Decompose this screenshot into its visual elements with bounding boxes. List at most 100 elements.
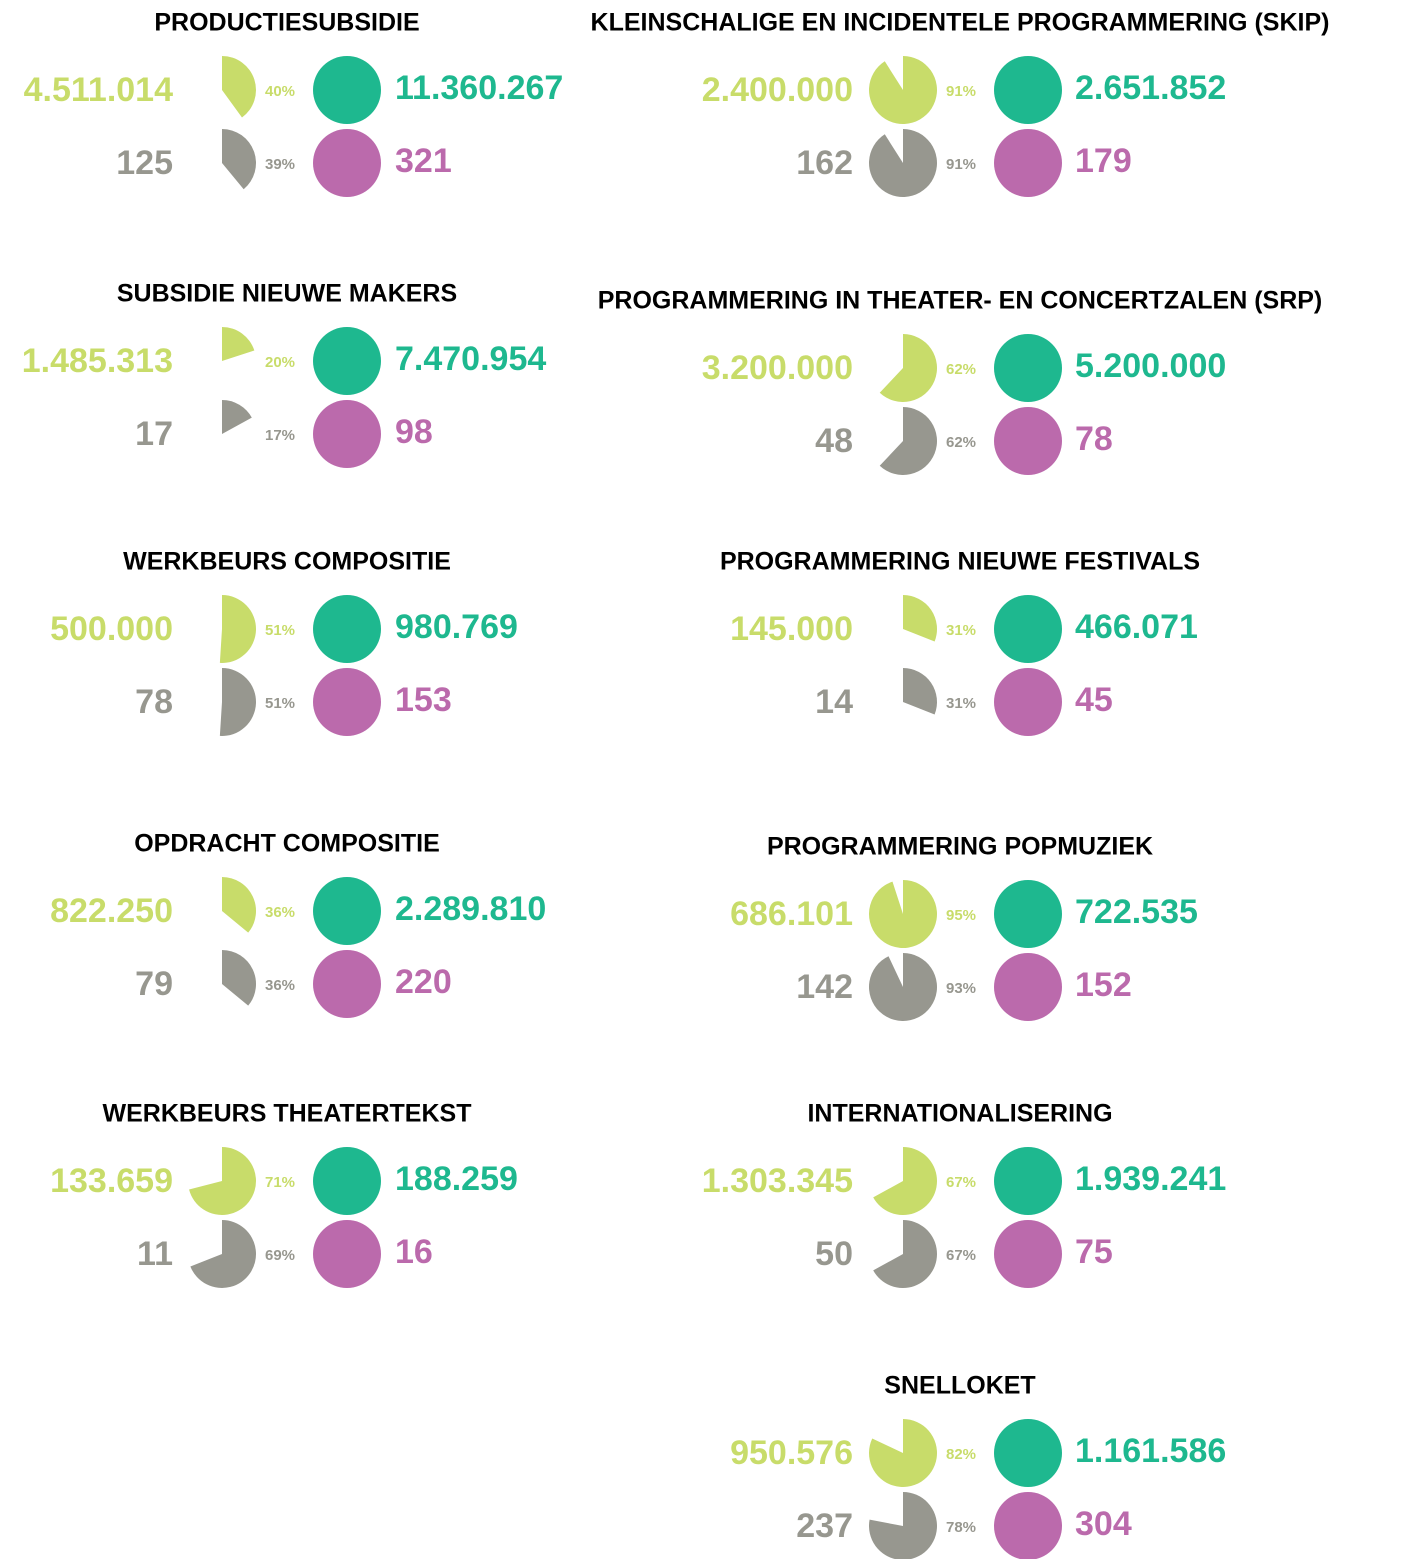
requested-circle (313, 668, 381, 736)
requested-circle (313, 877, 381, 945)
requested-value: 980.769 (395, 608, 518, 646)
pie-slice (222, 129, 256, 190)
panel-title: PROGRAMMERING POPMUZIEK (767, 833, 1153, 861)
granted-value: 2.400.000 (702, 71, 853, 109)
requested-circle (313, 950, 381, 1018)
percent-label: 31% (946, 622, 976, 639)
granted-value: 50 (815, 1235, 853, 1273)
granted-value: 500.000 (50, 610, 173, 648)
requested-value: 152 (1075, 966, 1132, 1004)
requested-circle (994, 953, 1062, 1021)
percent-label: 51% (265, 695, 295, 712)
pie-slice (869, 953, 938, 1022)
granted-value: 1.303.345 (702, 1162, 853, 1200)
requested-value: 98 (395, 413, 433, 451)
granted-value: 1.485.313 (22, 342, 173, 380)
requested-value: 7.470.954 (395, 340, 546, 378)
granted-value: 237 (796, 1507, 853, 1545)
requested-value: 2.651.852 (1075, 69, 1226, 107)
requested-value: 11.360.267 (395, 69, 563, 107)
pie-slice (903, 668, 938, 715)
requested-circle (994, 595, 1062, 663)
granted-value: 14 (815, 683, 853, 721)
granted-value: 125 (116, 144, 173, 182)
pie-slice (189, 1147, 256, 1215)
requested-circle (994, 668, 1062, 736)
panel-title: PROGRAMMERING IN THEATER- EN CONCERTZALE… (598, 287, 1323, 315)
panel-title: KLEINSCHALIGE EN INCIDENTELE PROGRAMMERI… (591, 9, 1330, 37)
requested-value: 188.259 (395, 1160, 518, 1198)
percent-label: 95% (946, 907, 976, 924)
requested-circle (313, 595, 381, 663)
requested-value: 16 (395, 1233, 433, 1271)
granted-value: 142 (796, 968, 853, 1006)
requested-circle (994, 334, 1062, 402)
pie-slice (903, 595, 937, 642)
panel-title: PROGRAMMERING NIEUWE FESTIVALS (720, 548, 1200, 576)
requested-circle (994, 1492, 1062, 1559)
percent-label: 82% (946, 1446, 976, 1463)
requested-circle (994, 407, 1062, 475)
requested-value: 466.071 (1075, 608, 1198, 646)
requested-value: 78 (1075, 420, 1113, 458)
requested-value: 1.939.241 (1075, 1160, 1226, 1198)
pie-slice (222, 400, 252, 434)
pie-slice (222, 877, 257, 933)
granted-value: 950.576 (730, 1434, 853, 1472)
pie-slice (879, 407, 938, 475)
panel-title: PRODUCTIESUBSIDIE (154, 9, 419, 37)
panel-title: INTERNATIONALISERING (807, 1100, 1112, 1128)
percent-label: 91% (946, 156, 976, 173)
percent-label: 91% (946, 83, 976, 100)
pie-slice (219, 668, 256, 736)
percent-label: 39% (265, 156, 295, 173)
panel-title: WERKBEURS THEATERTEKST (103, 1100, 472, 1128)
requested-circle (313, 400, 381, 468)
panel-title: WERKBEURS COMPOSITIE (123, 548, 451, 576)
pie-slice (868, 129, 937, 197)
granted-value: 48 (815, 422, 853, 460)
pie-slice (222, 56, 256, 118)
pie-slice (222, 950, 256, 1006)
granted-value: 3.200.000 (702, 349, 853, 387)
requested-circle (994, 1220, 1062, 1288)
requested-value: 2.289.810 (395, 890, 546, 928)
percent-label: 36% (265, 977, 295, 994)
granted-value: 78 (135, 683, 173, 721)
requested-value: 179 (1075, 142, 1132, 180)
requested-circle (994, 56, 1062, 124)
requested-value: 722.535 (1075, 893, 1198, 931)
requested-circle (994, 1419, 1062, 1487)
percent-label: 36% (265, 904, 295, 921)
panel-title: SUBSIDIE NIEUWE MAKERS (117, 280, 457, 308)
percent-label: 67% (946, 1174, 976, 1191)
granted-value: 133.659 (50, 1162, 173, 1200)
percent-label: 62% (946, 361, 976, 378)
pie-slice (873, 1220, 937, 1289)
requested-value: 153 (395, 681, 452, 719)
pie-slice (869, 1419, 938, 1488)
requested-value: 75 (1075, 1233, 1113, 1271)
requested-circle (313, 327, 381, 395)
requested-circle (313, 1147, 381, 1215)
percent-label: 62% (946, 434, 976, 451)
pie-slice (873, 1147, 937, 1216)
granted-value: 145.000 (730, 610, 853, 648)
percent-label: 17% (265, 427, 295, 444)
percent-label: 31% (946, 695, 976, 712)
requested-circle (994, 129, 1062, 197)
percent-label: 67% (946, 1247, 976, 1264)
percent-label: 20% (265, 354, 295, 371)
requested-value: 321 (395, 142, 452, 180)
panel-title: SNELLOKET (884, 1372, 1035, 1400)
requested-value: 220 (395, 963, 452, 1001)
percent-label: 71% (265, 1174, 295, 1191)
granted-value: 4.511.014 (24, 71, 173, 109)
requested-value: 304 (1075, 1505, 1132, 1543)
percent-label: 69% (265, 1247, 295, 1264)
pie-slice (879, 334, 937, 402)
granted-value: 822.250 (50, 892, 173, 930)
requested-value: 45 (1075, 681, 1113, 719)
granted-value: 162 (796, 144, 853, 182)
